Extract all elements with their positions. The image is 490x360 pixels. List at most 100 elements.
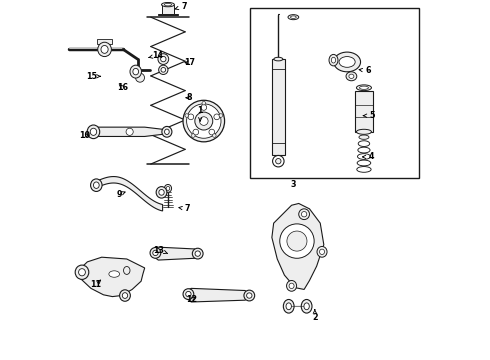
Ellipse shape [346,72,357,81]
Polygon shape [152,247,200,260]
Ellipse shape [183,289,194,300]
Text: 2: 2 [312,310,318,321]
Text: 8: 8 [186,93,192,102]
Ellipse shape [165,129,169,135]
Ellipse shape [317,247,327,257]
Ellipse shape [161,57,166,62]
Bar [98,39,112,44]
Circle shape [199,117,208,125]
Ellipse shape [158,54,169,64]
Ellipse shape [94,182,99,188]
Circle shape [183,100,224,142]
Text: 7: 7 [175,2,187,11]
Ellipse shape [274,57,283,61]
Ellipse shape [331,57,336,63]
Circle shape [192,134,195,138]
Ellipse shape [329,54,338,66]
Text: 4: 4 [363,152,374,161]
Ellipse shape [133,68,139,75]
Ellipse shape [301,212,307,217]
Ellipse shape [349,74,354,78]
Ellipse shape [162,126,172,137]
Ellipse shape [283,300,294,313]
Circle shape [195,112,213,130]
Ellipse shape [286,303,292,310]
Polygon shape [97,176,163,211]
Ellipse shape [156,186,167,198]
Ellipse shape [360,86,368,89]
Text: 6: 6 [359,66,371,75]
Ellipse shape [276,158,281,164]
Circle shape [201,104,207,110]
Text: 13: 13 [153,246,168,255]
Ellipse shape [136,73,145,82]
Ellipse shape [357,167,371,172]
Bar [158,14,178,15]
Ellipse shape [299,209,310,220]
Ellipse shape [90,128,97,135]
Circle shape [202,102,206,105]
Circle shape [193,129,198,135]
Ellipse shape [122,293,128,298]
Ellipse shape [319,249,324,255]
Text: 3: 3 [291,180,296,189]
Text: 11: 11 [90,280,101,289]
Text: 15: 15 [87,72,100,81]
Circle shape [214,114,220,120]
Ellipse shape [358,147,370,153]
Ellipse shape [289,283,294,289]
Text: 12: 12 [186,294,197,303]
Ellipse shape [161,67,166,72]
Ellipse shape [186,291,191,297]
Ellipse shape [153,250,158,256]
Ellipse shape [272,156,284,167]
Ellipse shape [164,184,171,192]
Ellipse shape [359,135,369,139]
Ellipse shape [166,186,170,190]
Ellipse shape [291,16,296,18]
Ellipse shape [159,65,168,75]
Bar [355,91,372,132]
Ellipse shape [78,269,85,276]
Circle shape [188,114,194,120]
Ellipse shape [358,154,370,159]
Ellipse shape [301,300,312,313]
Ellipse shape [109,271,120,277]
Circle shape [280,224,314,258]
Ellipse shape [244,290,255,301]
Circle shape [209,129,215,135]
Text: 17: 17 [184,58,195,67]
Circle shape [219,114,222,117]
Ellipse shape [101,45,108,53]
Ellipse shape [358,141,369,147]
Ellipse shape [150,248,161,258]
Bar [250,8,419,178]
Ellipse shape [91,179,102,192]
Ellipse shape [356,85,371,91]
Circle shape [126,128,133,135]
Bar [162,5,174,14]
Ellipse shape [288,15,299,20]
Ellipse shape [159,189,164,195]
Circle shape [213,134,216,138]
Text: 7: 7 [179,204,191,213]
Ellipse shape [334,52,361,72]
Ellipse shape [120,290,130,301]
Ellipse shape [287,280,296,291]
Text: 5: 5 [364,111,375,120]
Ellipse shape [357,160,371,166]
Ellipse shape [339,57,355,67]
Polygon shape [78,257,145,297]
Text: 9: 9 [116,190,125,199]
Ellipse shape [304,303,309,310]
Text: 14: 14 [149,51,163,60]
Ellipse shape [193,248,203,259]
Polygon shape [91,127,170,136]
Ellipse shape [164,3,171,6]
Polygon shape [272,203,324,289]
Ellipse shape [87,125,100,139]
Text: 16: 16 [117,83,128,92]
Ellipse shape [123,266,130,274]
Text: 10: 10 [79,131,90,140]
Polygon shape [184,288,252,302]
